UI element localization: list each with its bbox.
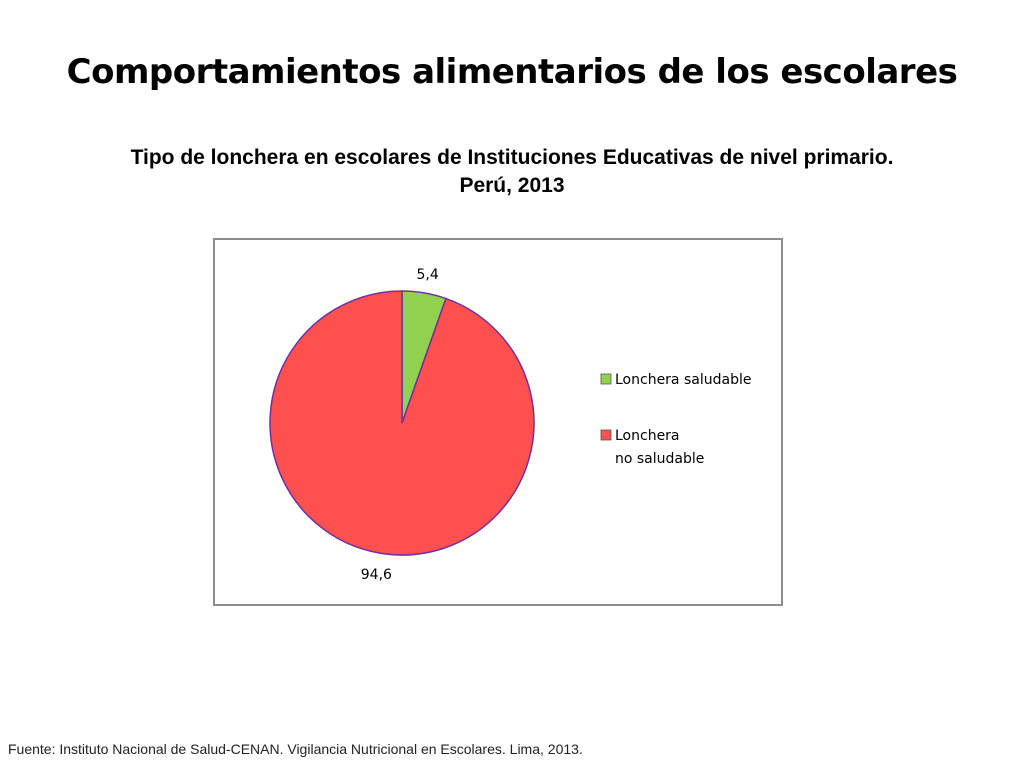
slide-title: Comportamientos alimentarios de los esco…	[66, 52, 958, 92]
pie-chart: 5,4 94,6 Lonchera saludable Lonchera no salu…	[269, 267, 751, 583]
legend-swatch-no-saludable	[600, 429, 612, 441]
pie-slice-no-saludable	[269, 290, 535, 556]
source-note: Fuente: Instituto Nacional de Salud-CENA…	[8, 741, 583, 757]
legend-swatch-saludable	[600, 373, 612, 385]
legend-label-saludable: Lonchera saludable	[615, 372, 751, 388]
chart-heading: Tipo de lonchera en escolares de Institu…	[20, 144, 1004, 200]
chart-heading-line-2: Perú, 2013	[459, 174, 565, 197]
data-label-no-saludable: 94,6	[361, 567, 392, 583]
chart-heading-line-1: Tipo de lonchera en escolares de Institu…	[130, 146, 894, 169]
chart-frame: 5,4 94,6 Lonchera saludable Lonchera no salu…	[213, 238, 783, 606]
legend-label-no-saludable: Lonchera no saludable	[615, 428, 704, 467]
data-label-saludable: 5,4	[417, 267, 439, 283]
